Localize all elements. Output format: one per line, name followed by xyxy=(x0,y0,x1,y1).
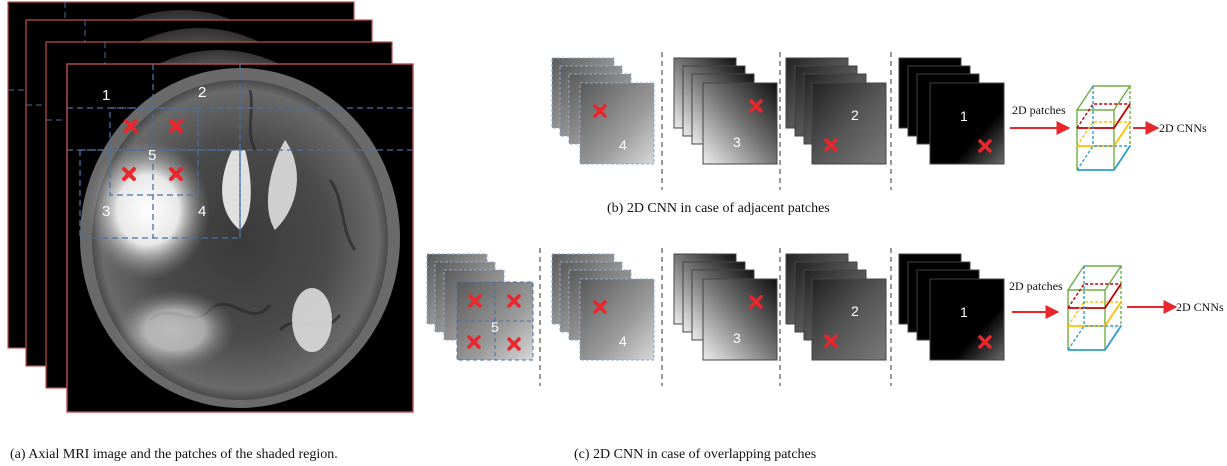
stack-label-1: 1 xyxy=(960,304,968,320)
mri-slice-stack: 1 2 5 3 4 xyxy=(7,1,414,413)
patch-stack-2: 2 xyxy=(785,57,887,165)
patch-stack-1: 1 xyxy=(898,57,1005,165)
cube-stack-icon xyxy=(1066,265,1123,351)
patch-label-5: 5 xyxy=(148,147,156,164)
stack-label-2: 2 xyxy=(851,303,859,319)
row-c-overlapping: 5 4 3 2 xyxy=(426,248,1224,386)
caption-b: (b) 2D CNN in case of adjacent patches xyxy=(607,201,830,216)
arrow-label-2d-patches: 2D patches xyxy=(1009,279,1063,293)
patch-stack-4-overlap: 4 xyxy=(551,253,655,361)
mri-front-slice: 1 2 5 3 4 xyxy=(66,63,414,413)
patch-stack-3-overlap: 3 xyxy=(673,253,778,361)
stack-label-3: 3 xyxy=(733,134,741,150)
patch-stack-5: 5 xyxy=(426,253,534,361)
patch-label-4: 4 xyxy=(198,203,206,220)
patch-stack-1-overlap: 1 xyxy=(898,253,1005,361)
patch-stack-3: 3 xyxy=(673,57,778,165)
stack-label-5: 5 xyxy=(491,319,499,335)
cube-stack-icon xyxy=(1075,85,1132,171)
arrow-label-2d-patches: 2D patches xyxy=(1012,103,1066,117)
ventricle xyxy=(267,140,297,230)
row-b-adjacent: 4 3 2 1 xyxy=(551,52,1207,190)
stack-label-4: 4 xyxy=(619,137,627,153)
marker-cross-icon xyxy=(122,119,183,181)
ventricle xyxy=(222,150,251,230)
caption-a: (a) Axial MRI image and the patches of t… xyxy=(10,447,338,462)
stack-label-4: 4 xyxy=(619,333,627,349)
stack-label-1: 1 xyxy=(960,108,968,124)
patch-stack-2-overlap: 2 xyxy=(785,253,887,361)
stack-label-3: 3 xyxy=(733,330,741,346)
patch-grid xyxy=(67,64,413,239)
arrow-label-2d-cnns: 2D CNNs xyxy=(1176,300,1224,314)
patch-stack-4: 4 xyxy=(551,57,655,165)
arrow-label-2d-cnns: 2D CNNs xyxy=(1159,121,1207,135)
stack-label-2: 2 xyxy=(851,107,859,123)
caption-c: (c) 2D CNN in case of overlapping patche… xyxy=(574,447,816,462)
patch-label-3: 3 xyxy=(102,203,110,220)
patch-label-1: 1 xyxy=(102,87,110,104)
patch-label-2: 2 xyxy=(198,84,206,101)
